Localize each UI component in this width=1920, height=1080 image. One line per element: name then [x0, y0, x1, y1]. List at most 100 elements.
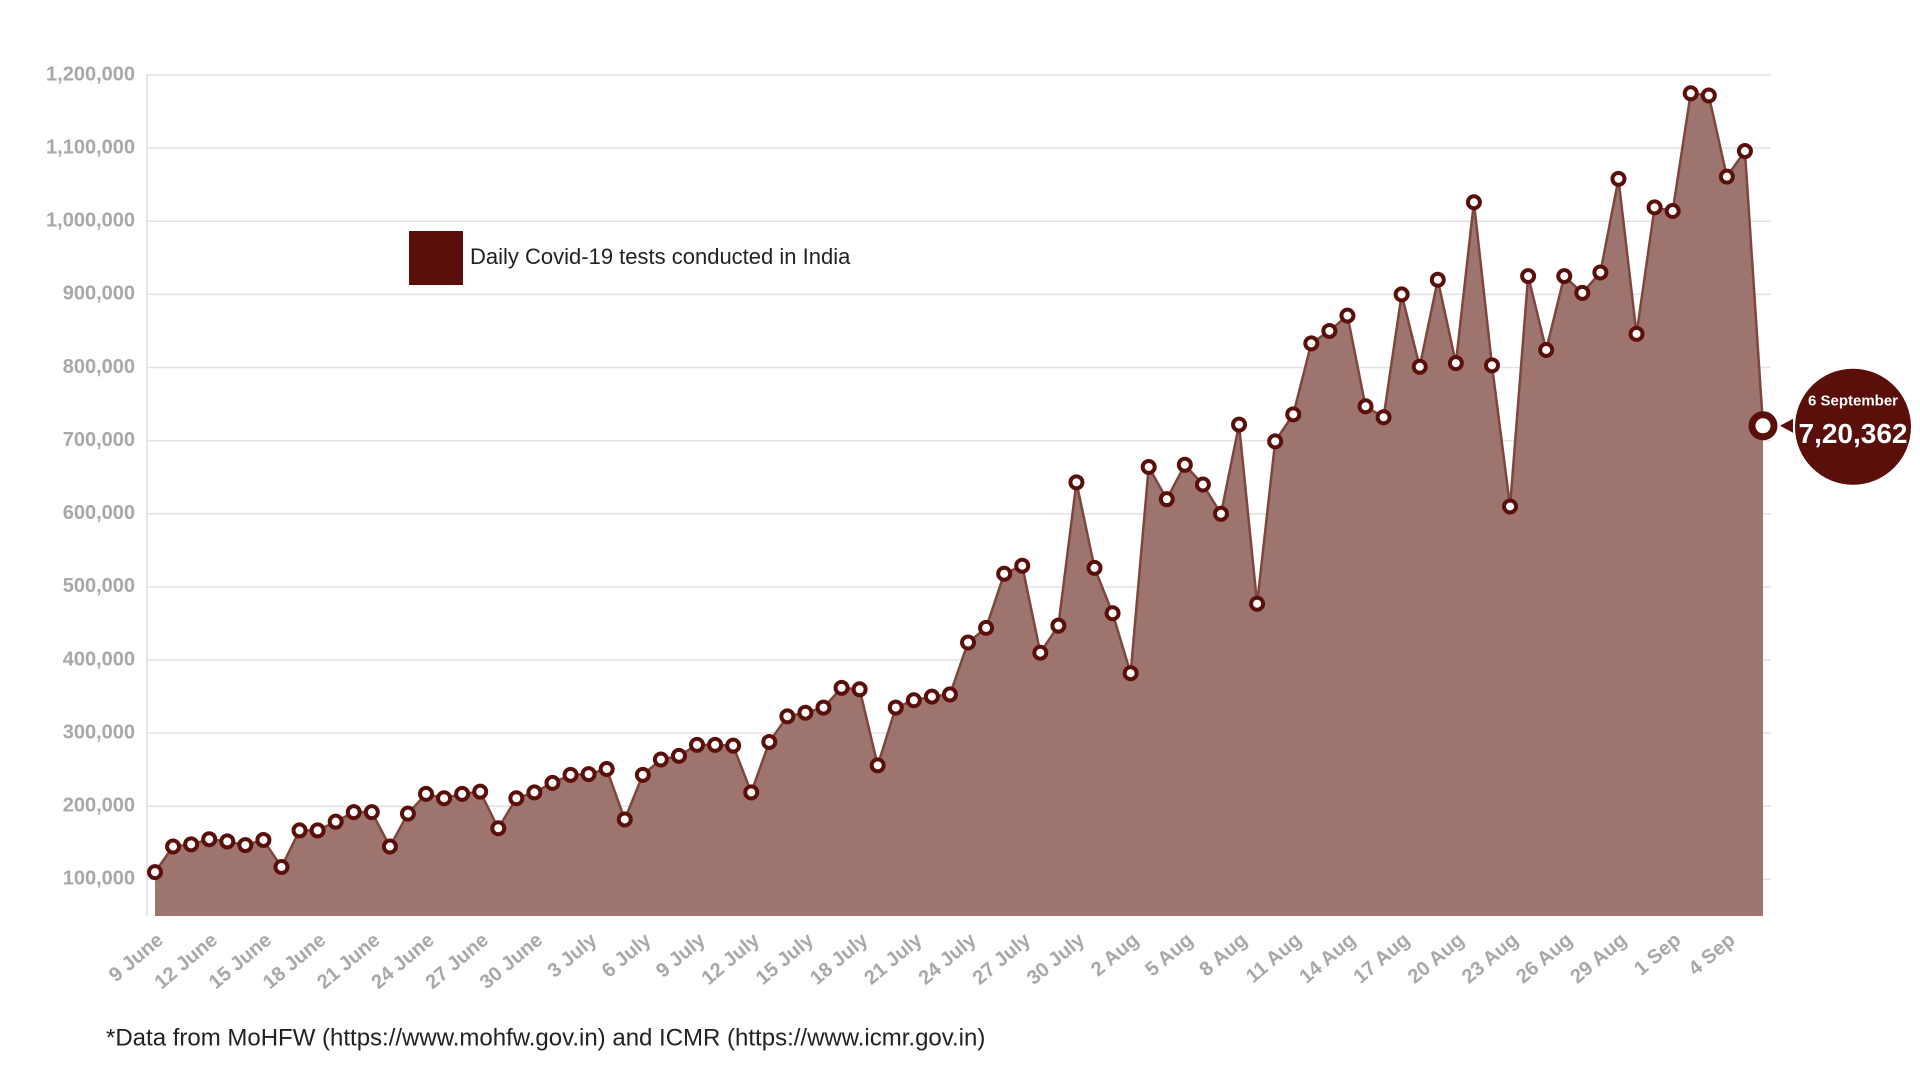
- marker: [345, 804, 362, 821]
- marker: [1592, 264, 1609, 281]
- marker: [1357, 398, 1374, 415]
- y-tick-label: 700,000: [63, 429, 135, 451]
- marker: [1646, 199, 1663, 216]
- marker: [1465, 194, 1482, 211]
- marker: [960, 634, 977, 651]
- marker: [183, 836, 200, 853]
- y-tick-label: 300,000: [63, 721, 135, 743]
- x-tick-label: 14 Aug: [1295, 929, 1360, 988]
- x-tick-label: 26 Aug: [1512, 929, 1577, 988]
- legend-label: Daily Covid-19 tests conducted in India: [470, 244, 851, 269]
- marker: [707, 736, 724, 753]
- x-tick-label: 12 July: [698, 928, 765, 989]
- marker: [1068, 474, 1085, 491]
- y-tick-label: 900,000: [63, 283, 135, 305]
- marker: [1502, 498, 1519, 515]
- y-tick-label: 600,000: [63, 502, 135, 524]
- marker: [1748, 411, 1778, 441]
- marker: [1429, 271, 1446, 288]
- x-tick-label: 4 Sep: [1684, 929, 1739, 980]
- marker: [1375, 409, 1392, 426]
- callout-pointer: [1780, 418, 1793, 433]
- marker: [219, 833, 236, 850]
- x-tick-label: 27 July: [969, 928, 1036, 989]
- marker: [165, 838, 182, 855]
- marker: [1447, 355, 1464, 372]
- marker: [652, 751, 669, 768]
- area: [155, 93, 1763, 917]
- marker: [616, 811, 633, 828]
- x-tick-label: 20 Aug: [1404, 929, 1469, 988]
- marker: [399, 805, 416, 822]
- x-tick-label: 2 Aug: [1087, 929, 1143, 981]
- marker: [815, 699, 832, 716]
- plot: 6 September 7,20,362: [147, 85, 1911, 917]
- marker: [526, 784, 543, 801]
- x-tick-label: 30 July: [1023, 928, 1090, 989]
- marker: [1520, 268, 1537, 285]
- marker: [147, 864, 163, 881]
- marker: [869, 757, 886, 774]
- marker: [273, 859, 290, 876]
- marker: [255, 831, 272, 848]
- marker: [851, 681, 868, 698]
- x-tick-label: 11 Aug: [1242, 929, 1306, 988]
- y-tick-label: 800,000: [63, 356, 135, 378]
- marker: [1483, 357, 1500, 374]
- marker: [1610, 170, 1627, 187]
- marker: [1140, 458, 1157, 475]
- legend-swatch: [409, 231, 463, 285]
- y-tick-label: 1,200,000: [46, 63, 135, 85]
- marker: [237, 837, 254, 854]
- marker: [1628, 325, 1645, 342]
- marker: [923, 688, 940, 705]
- marker: [363, 804, 380, 821]
- marker: [1050, 617, 1067, 634]
- marker: [1736, 143, 1753, 160]
- marker: [508, 790, 525, 807]
- marker: [1158, 491, 1175, 508]
- marker: [1104, 605, 1121, 622]
- marker: [436, 790, 453, 807]
- marker: [1538, 341, 1555, 358]
- marker: [1194, 476, 1211, 493]
- callout-date: 6 September: [1808, 393, 1898, 410]
- marker: [1231, 416, 1248, 433]
- marker: [978, 619, 995, 636]
- marker: [1664, 203, 1681, 220]
- x-tick-label: 5 Aug: [1141, 929, 1197, 981]
- x-tick-label: 29 Aug: [1566, 929, 1631, 988]
- marker: [689, 736, 706, 753]
- marker: [1339, 307, 1356, 324]
- marker: [634, 766, 651, 783]
- marker: [887, 699, 904, 716]
- marker: [562, 766, 579, 783]
- marker: [1212, 505, 1229, 522]
- marker: [327, 813, 344, 830]
- footnote: *Data from MoHFW (https://www.mohfw.gov.…: [106, 1024, 985, 1051]
- marker: [761, 733, 778, 750]
- marker: [1718, 168, 1735, 185]
- y-tick-label: 400,000: [63, 648, 135, 670]
- x-tick-label: 17 Aug: [1350, 929, 1415, 988]
- x-tick-label: 23 Aug: [1458, 929, 1523, 988]
- marker: [1411, 358, 1428, 375]
- marker: [670, 747, 687, 764]
- marker: [1122, 665, 1139, 682]
- x-tick-label: 1 Sep: [1630, 929, 1685, 980]
- callout: [1795, 368, 1911, 485]
- y-tick-label: 500,000: [63, 575, 135, 597]
- marker: [1014, 557, 1031, 574]
- marker: [1574, 284, 1591, 301]
- x-tick-label: 21 July: [860, 928, 927, 989]
- marker: [1556, 268, 1573, 285]
- y-tick-label: 1,100,000: [46, 136, 135, 158]
- marker: [725, 737, 742, 754]
- marker: [1393, 286, 1410, 303]
- marker: [1682, 85, 1699, 102]
- marker: [941, 686, 958, 703]
- y-tick-label: 100,000: [63, 868, 135, 890]
- marker: [309, 822, 326, 839]
- marker: [1321, 322, 1338, 339]
